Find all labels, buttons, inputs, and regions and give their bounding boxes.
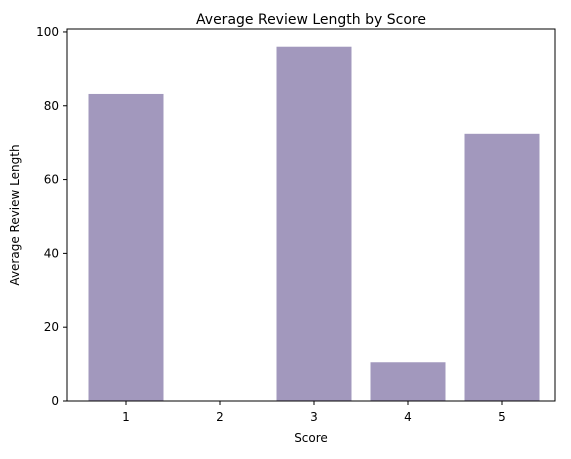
y-tick-label: 60 (44, 173, 59, 187)
x-tick-label: 2 (216, 410, 224, 424)
x-tick-label: 1 (122, 410, 130, 424)
y-axis: 0 20 40 60 80 100 (36, 25, 67, 408)
bar-5 (465, 134, 540, 401)
bar-4 (371, 362, 446, 401)
bar-1 (89, 94, 164, 401)
chart-title: Average Review Length by Score (196, 12, 426, 28)
y-tick-label: 20 (44, 320, 59, 334)
y-tick-label: 80 (44, 99, 59, 113)
y-tick-label: 40 (44, 246, 59, 260)
x-axis-label: Score (294, 431, 328, 445)
y-tick-label: 0 (51, 394, 59, 408)
bar-3 (277, 47, 352, 401)
y-axis-label: Average Review Length (8, 144, 22, 285)
x-tick-label: 4 (404, 410, 412, 424)
x-tick-label: 3 (310, 410, 318, 424)
y-tick-label: 100 (36, 25, 59, 39)
x-tick-label: 5 (498, 410, 506, 424)
bars-layer (89, 47, 540, 401)
x-axis: 1 2 3 4 5 (122, 401, 506, 424)
